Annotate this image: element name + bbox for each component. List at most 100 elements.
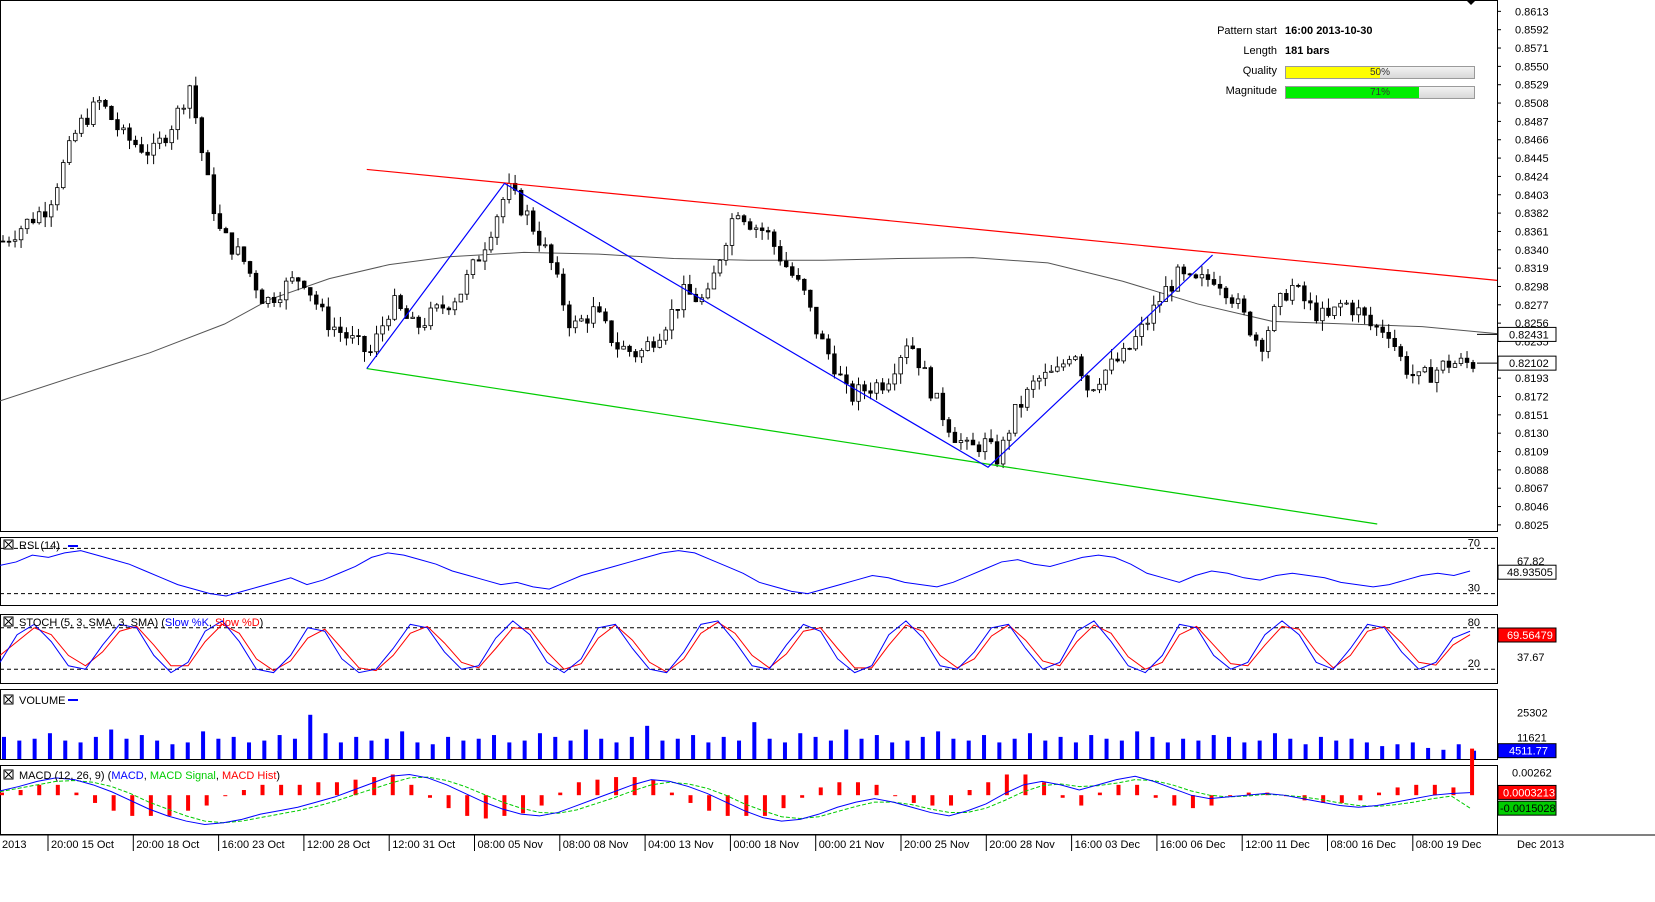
price-tick-label: 0.8613 [1515, 6, 1549, 18]
last-price-marker: 0.82102 [1509, 358, 1549, 370]
candle-body [1368, 314, 1373, 327]
macd-hist-bar [204, 795, 209, 806]
candle [452, 297, 458, 316]
candle [1374, 323, 1379, 336]
volume-bar [1073, 742, 1078, 759]
candle [1247, 310, 1253, 337]
candle-body [1356, 307, 1361, 316]
volume-bar [828, 740, 833, 759]
candle-body [964, 439, 970, 442]
candle [832, 345, 837, 379]
candle-body [988, 438, 994, 443]
candle-body [308, 287, 313, 296]
candle-body [518, 189, 524, 216]
stoch-frame [0, 614, 1498, 684]
macd-panel[interactable]: 0.00262 0.0003213 -0.0015028 [0, 748, 1557, 826]
candle-body [223, 228, 229, 234]
volume-bar [78, 742, 83, 759]
candle-body [1091, 389, 1096, 392]
price-panel[interactable] [0, 76, 1498, 525]
volume-bar [247, 742, 252, 759]
macd-hist-bar [427, 795, 432, 798]
candle-body [1037, 377, 1042, 382]
volume-bar [537, 733, 542, 759]
macd-hist-bar [316, 782, 321, 796]
price-tick-label: 0.8046 [1515, 502, 1549, 514]
volume-bar [124, 738, 129, 759]
candle [808, 289, 813, 312]
candle [723, 242, 729, 266]
magnitude-value: 71% [1369, 87, 1390, 98]
candle-body [241, 246, 247, 262]
macd-hist-bar [130, 795, 135, 816]
macd-hist-bar [186, 795, 191, 811]
candle-body [1416, 371, 1422, 377]
candle-body [681, 284, 687, 311]
stoch-title-params: STOCH (5, 3, SMA, 3, SMA) ( [19, 617, 165, 629]
candle [109, 105, 114, 121]
candle-body [1199, 274, 1205, 279]
volume-bar [369, 740, 374, 759]
candle-body [404, 308, 409, 319]
candle-body [326, 306, 331, 331]
candle-body [1181, 266, 1187, 275]
candle [705, 282, 711, 300]
stoch-legend-close: ) [260, 617, 264, 629]
candle-body [597, 306, 602, 313]
macd-hist-bar [55, 784, 60, 796]
macd-hist-bar [1190, 795, 1195, 809]
candle-body [934, 392, 940, 399]
pattern-lines [366, 182, 1213, 468]
stoch-title: STOCH (5, 3, SMA, 3, SMA) (Slow %K, Slow… [19, 617, 263, 629]
stoch-panel[interactable]: 80 20 37.67 69.56479 [0, 617, 1557, 674]
candle-body [958, 440, 964, 443]
candle [790, 262, 795, 278]
candle-body [615, 342, 620, 350]
candle [886, 378, 891, 393]
candle [838, 365, 843, 376]
candle-body [91, 101, 96, 125]
candle-body [79, 117, 84, 134]
volume-bar [2, 736, 6, 759]
stoch-legend-d: Slow %D [215, 617, 260, 629]
candle-body [1253, 334, 1259, 341]
candle-body [1049, 370, 1054, 373]
macd-hist-bar [1302, 795, 1307, 801]
macd-hist-bar [614, 777, 619, 796]
candle [1284, 289, 1289, 302]
candle-body [1061, 363, 1066, 368]
candle [663, 326, 668, 345]
candle [326, 297, 331, 337]
candle [904, 338, 909, 365]
rsi-level-label: 70 [1468, 537, 1480, 549]
candle [181, 104, 186, 115]
candle-body [826, 338, 831, 355]
candle-body [1085, 375, 1090, 391]
volume-bar [905, 740, 910, 759]
candle-body [693, 293, 699, 303]
price-tick-label: 0.8130 [1515, 428, 1549, 440]
rsi-toggle-icon [3, 539, 14, 550]
volume-bar [1426, 747, 1431, 759]
candle [1223, 286, 1229, 305]
candle [85, 108, 90, 128]
candle-body [24, 218, 30, 230]
candle [253, 270, 259, 299]
volume-bar [1165, 742, 1170, 759]
volume-bar [170, 744, 175, 759]
candle [398, 293, 403, 311]
candle [1073, 355, 1078, 362]
candle [223, 226, 229, 234]
time-axis-label: 08:00 08 Nov [563, 839, 629, 851]
candle-body [711, 272, 717, 290]
macd-hist-bar [1470, 748, 1475, 796]
candle [42, 201, 48, 228]
volume-bar [1380, 746, 1385, 759]
length-row: Length 181 bars [1215, 42, 1485, 62]
candle [386, 315, 391, 331]
candle [735, 212, 741, 220]
candle-body [573, 320, 578, 329]
